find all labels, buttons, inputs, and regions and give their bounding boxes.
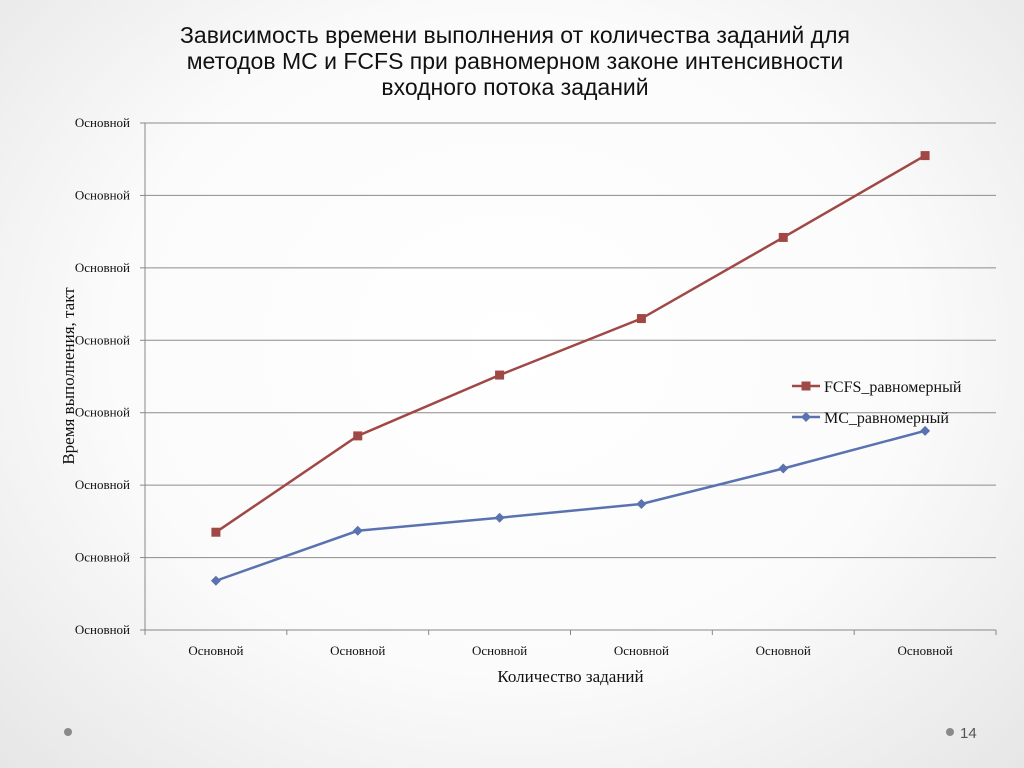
y-tick-label: Основной (75, 622, 130, 637)
data-point (920, 151, 930, 161)
y-tick-label: Основной (75, 550, 130, 565)
data-point (210, 575, 221, 586)
data-point (636, 498, 647, 509)
y-tick-label: Основной (75, 405, 130, 420)
slide-title: Зависимость времени выполнения от количе… (120, 22, 910, 100)
y-tick-label: Основной (75, 115, 130, 130)
left-decor-dot (64, 728, 72, 736)
data-point (636, 314, 646, 324)
y-tick-label: Основной (75, 187, 130, 202)
data-point (495, 370, 505, 380)
y-tick-label: Основной (75, 477, 130, 492)
y-tick-label: Основной (75, 260, 130, 275)
data-point (211, 527, 221, 537)
series-line-2 (215, 429, 926, 582)
legend-entry-label: МС_равномерный (824, 410, 949, 427)
slide-title-line-1: Зависимость времени выполнения от количе… (180, 22, 850, 48)
page-number: 14 (960, 725, 977, 742)
slide-title-line-2: методов МС и FCFS при равномерном законе… (186, 48, 844, 74)
x-tick-label: Основной (756, 643, 811, 658)
y-axis-title: Время выполнения, такт (59, 287, 78, 465)
x-axis-title: Количество заданий (497, 667, 643, 686)
series-line-1 (215, 154, 926, 534)
y-tick-label: Основной (75, 332, 130, 347)
right-decor-dot (946, 728, 954, 736)
x-tick-label: Основной (897, 643, 952, 658)
data-point (778, 232, 788, 242)
x-tick-label: Основной (330, 643, 385, 658)
data-point (778, 463, 789, 474)
data-point (353, 431, 363, 441)
x-tick-label: Основной (188, 643, 243, 658)
x-tick-label: Основной (614, 643, 669, 658)
legend-entry-label: FCFS_равномерный (824, 379, 962, 396)
data-point (494, 512, 505, 523)
data-point (920, 425, 931, 436)
data-point (352, 525, 363, 536)
legend-marker (801, 412, 811, 422)
slide-title-line-3: входного потока заданий (381, 74, 649, 100)
x-tick-label: Основной (472, 643, 527, 658)
legend-marker (801, 381, 811, 391)
